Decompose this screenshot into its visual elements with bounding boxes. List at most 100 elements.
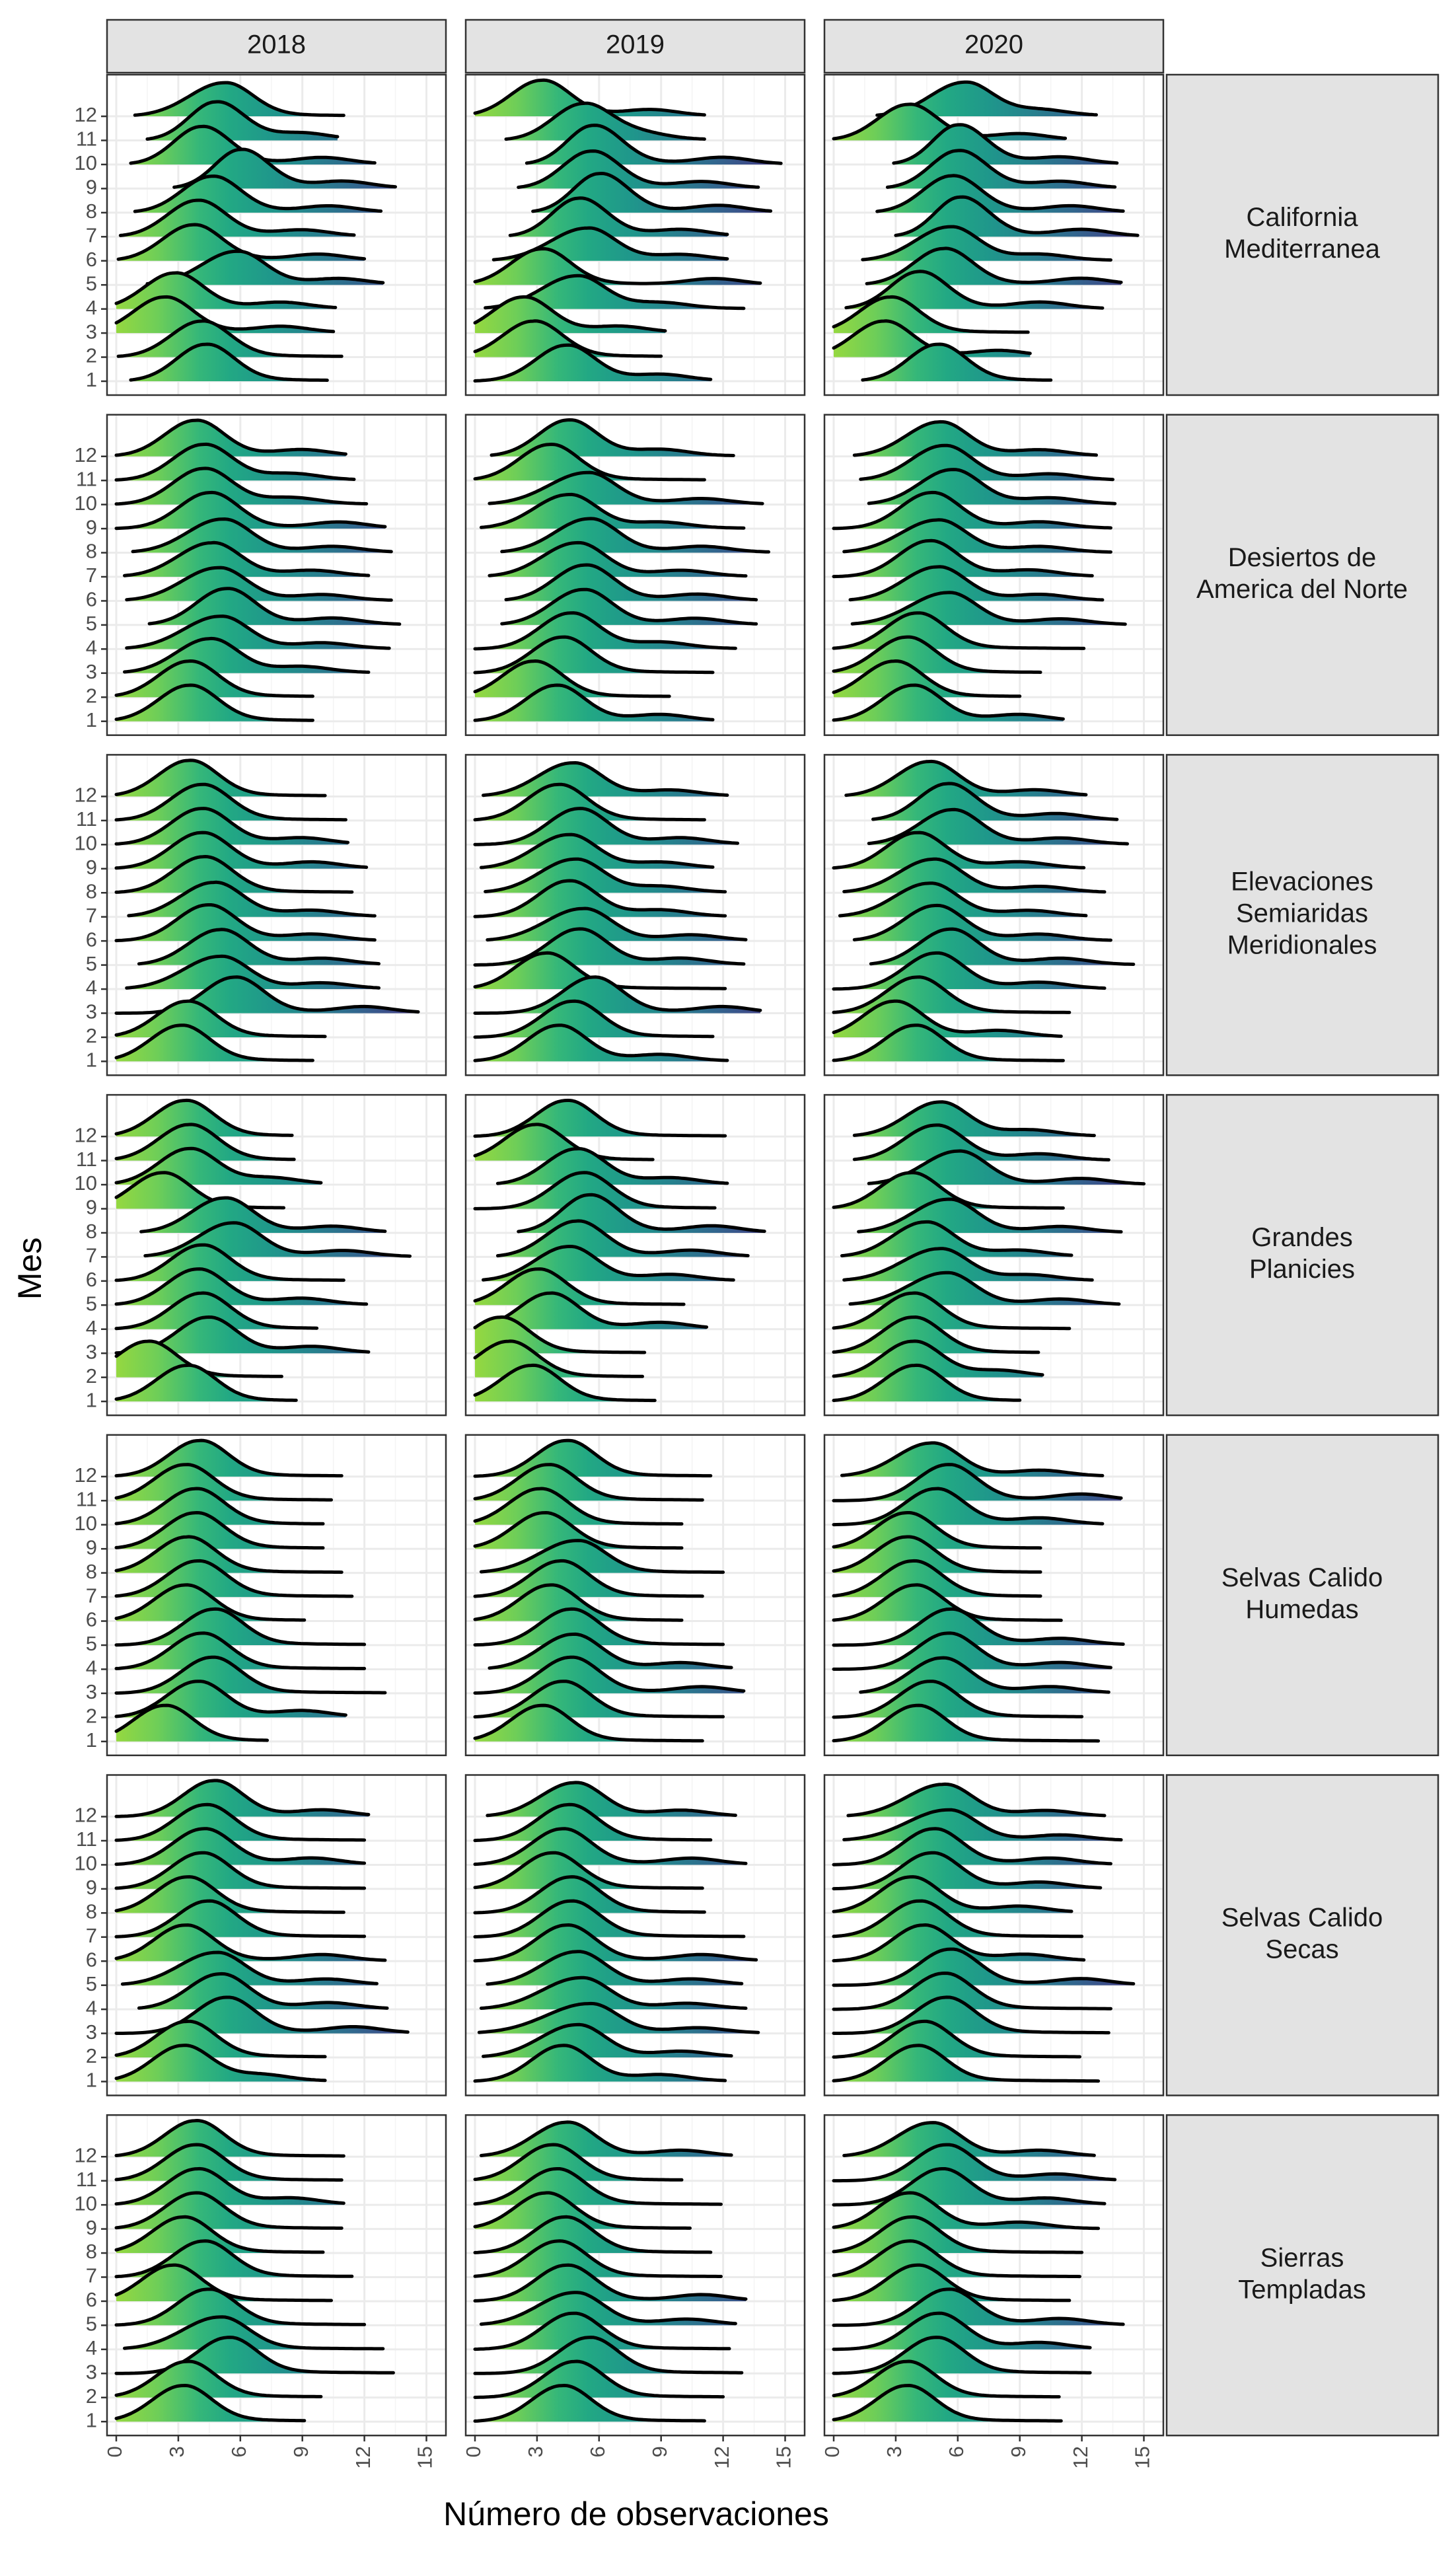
y-tick-label: 11 xyxy=(76,2168,97,2191)
ridge-2018-month-10 xyxy=(114,1827,367,1866)
ridge-outline xyxy=(832,2019,1081,2059)
ridge-2020-month-5 xyxy=(832,1607,1125,1647)
ridge-outline xyxy=(114,1487,325,1526)
y-tick-label: 7 xyxy=(86,1244,97,1267)
ridge-2018-month-6 xyxy=(114,1923,387,1962)
ridge-2019-month-4 xyxy=(473,2311,731,2351)
ridge-outline xyxy=(861,225,1112,262)
ridge-2018-month-4 xyxy=(114,1291,319,1331)
ridge-outline xyxy=(473,2311,731,2351)
ridge-outline xyxy=(114,807,350,846)
ridge-outline xyxy=(114,1923,387,1962)
ridge-2020-month-1 xyxy=(832,1363,1022,1403)
panel-6-2019 xyxy=(464,1774,806,2096)
ridge-outline xyxy=(832,951,1107,991)
ridge-outline xyxy=(114,1827,367,1866)
ridge-2018-month-8 xyxy=(114,855,354,894)
ridge-outline xyxy=(114,2044,327,2083)
ridge-outline xyxy=(525,124,783,165)
ridge-2018-month-4 xyxy=(123,2315,385,2351)
ridge-outline xyxy=(867,468,1117,505)
ridge-fill xyxy=(116,1269,367,1306)
ridge-outline xyxy=(852,1123,1110,1162)
ridge-2019-month-5 xyxy=(473,1267,686,1306)
y-axis-title: Mes xyxy=(11,1238,48,1300)
ridge-outline xyxy=(482,1245,735,1282)
ridge-fill xyxy=(846,271,1103,309)
panel-border xyxy=(106,414,447,736)
panel-border xyxy=(106,1774,447,2096)
ridge-fill xyxy=(862,344,1051,381)
ridge-outline xyxy=(488,540,748,578)
panel-5-2020 xyxy=(823,1434,1165,1757)
ridge-outline xyxy=(484,857,727,894)
ridge-2020-month-4 xyxy=(832,1291,1072,1331)
strip-label-line: America del Norte xyxy=(1196,575,1408,604)
ridge-fill xyxy=(116,905,375,942)
x-tick-label: 0 xyxy=(103,2446,126,2457)
ridge-2018-month-10 xyxy=(114,807,350,846)
ridge-outline xyxy=(832,1899,1084,1939)
ridge-outline xyxy=(846,1782,1107,1818)
ridge-2020-month-6 xyxy=(861,225,1112,262)
ridge-outline xyxy=(114,2019,327,2059)
ridge-2018-month-8 xyxy=(114,1535,344,1574)
panel-border xyxy=(106,73,447,396)
strip-background xyxy=(1165,2114,1439,2437)
y-tick-label: 4 xyxy=(86,1316,97,1339)
ridge-outline xyxy=(473,2167,723,2206)
ridge-2018-month-8 xyxy=(139,1196,387,1234)
y-tick-label: 4 xyxy=(86,1996,97,2019)
ridge-outline xyxy=(832,1463,1123,1502)
y-tick-label: 1 xyxy=(86,1388,97,1411)
panel-border xyxy=(823,1434,1165,1757)
ridge-2020-month-10 xyxy=(867,1149,1146,1186)
ridge-fill xyxy=(116,1536,342,1573)
y-tick-label: 10 xyxy=(75,1512,97,1535)
ridge-outline xyxy=(832,1559,1042,1598)
ridge-outline xyxy=(114,1802,367,1842)
ridge-outline xyxy=(479,1976,748,2010)
ridge-2019-month-10 xyxy=(495,1147,729,1185)
ridge-outline xyxy=(473,683,715,722)
ridge-2020-month-3 xyxy=(832,1995,1110,2035)
x-tick-label: 15 xyxy=(1131,2446,1154,2468)
ridge-fill xyxy=(475,881,725,917)
x-tick-label: 3 xyxy=(883,2446,906,2457)
ridge-outline xyxy=(114,999,327,1039)
ridge-outline xyxy=(848,1271,1121,1306)
y-tick-label: 12 xyxy=(75,443,97,466)
ridge-fill xyxy=(116,1293,317,1329)
strip-region-7: Sierras Templadas xyxy=(1165,2114,1439,2437)
ridge-2018-month-6 xyxy=(114,1243,346,1282)
ridge-outline xyxy=(517,149,760,189)
ridge-outline xyxy=(473,2263,748,2303)
ridge-outline xyxy=(838,881,1088,918)
strip-label-line: Meridionales xyxy=(1227,930,1377,959)
x-tick-label: 12 xyxy=(351,2446,375,2468)
ridge-outline xyxy=(114,1363,298,1402)
ridge-fill xyxy=(475,2192,690,2229)
panel-border xyxy=(823,2114,1165,2437)
ridge-2020-month-11 xyxy=(832,1463,1123,1502)
y-tick-label: 3 xyxy=(86,2020,97,2044)
ridge-2019-month-9 xyxy=(473,1851,704,1890)
ridge-2019-month-7 xyxy=(508,196,729,237)
ridge-fill xyxy=(475,1609,723,1645)
ridge-fill xyxy=(475,1657,744,1693)
ridge-2019-month-2 xyxy=(473,659,671,698)
ridge-fill xyxy=(869,1151,1144,1185)
ridge-fill xyxy=(475,2265,746,2301)
ridge-outline xyxy=(473,1583,684,1622)
ridge-2020-month-7 xyxy=(832,1899,1084,1939)
x-tick-label: 15 xyxy=(772,2446,795,2468)
ridge-outline xyxy=(473,2336,744,2375)
ridge-2019-month-10 xyxy=(473,1487,684,1526)
ridge-outline xyxy=(852,903,1112,942)
x-tick-label: 15 xyxy=(414,2446,437,2468)
ridge-outline xyxy=(832,295,1030,334)
ridge-outline xyxy=(832,1023,1065,1062)
ridge-outline xyxy=(114,1243,346,1282)
panel-4-2018 xyxy=(106,1093,447,1417)
